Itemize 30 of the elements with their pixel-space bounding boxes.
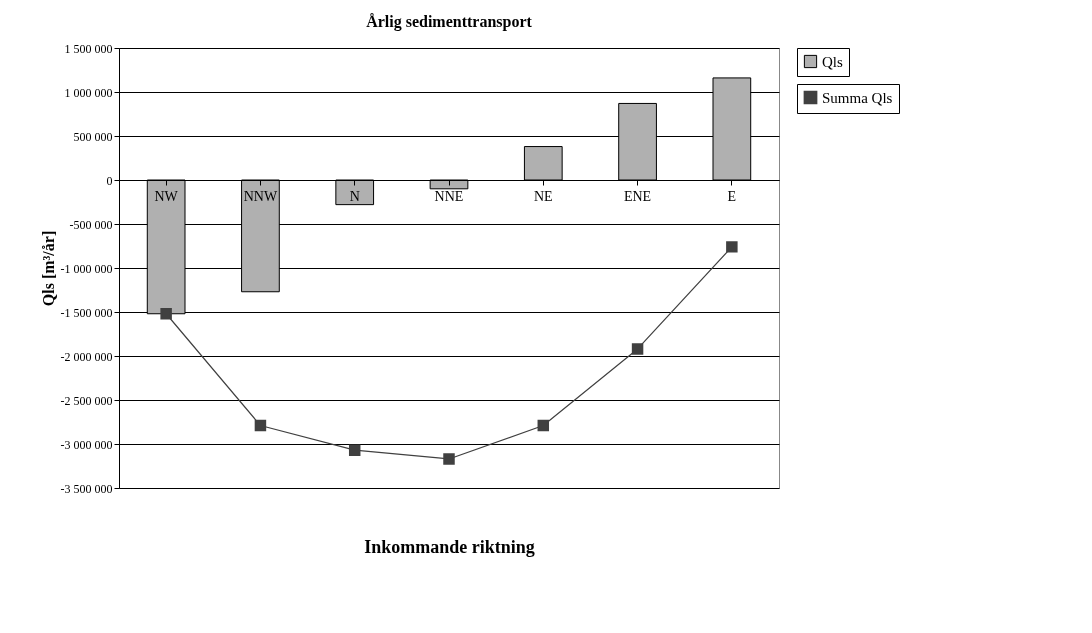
y-tick-label: -500 000 [69,217,113,232]
x-tick-label: NNE [434,188,464,204]
y-tick-label: -3 000 000 [60,437,113,452]
x-tick-label: E [727,188,737,204]
legend-label: Qls [822,53,843,70]
x-axis-title: Inkommande riktning [364,536,535,557]
point [726,241,738,253]
chart-title: Årlig sedimenttransport [366,13,533,31]
point [254,419,267,432]
point [348,444,361,456]
y-tick-label: 1 000 000 [64,85,113,100]
y-tick-label: -2 500 000 [60,393,113,408]
x-tick-label: ENE [623,188,652,204]
point [537,419,550,432]
x-tick-label: NW [154,188,179,204]
y-tick-label: -1 000 000 [60,261,113,276]
point [443,453,455,465]
x-tick-label: NNW [243,188,278,204]
y-tick-label: 0 [106,173,113,188]
point [160,308,172,320]
y-tick-label: -2 000 000 [60,349,113,364]
point [631,343,644,355]
y-tick-label: 500 000 [73,129,113,144]
legend-label: Summa Qls [822,89,893,106]
x-tick-label: NE [533,188,553,204]
x-tick-label: N [349,188,360,204]
y-axis-title: Qls [m³/år] [39,230,57,307]
y-tick-label: -3 500 000 [60,481,113,496]
y-tick-label: 1 500 000 [64,41,113,56]
y-tick-label: -1 500 000 [60,305,113,320]
